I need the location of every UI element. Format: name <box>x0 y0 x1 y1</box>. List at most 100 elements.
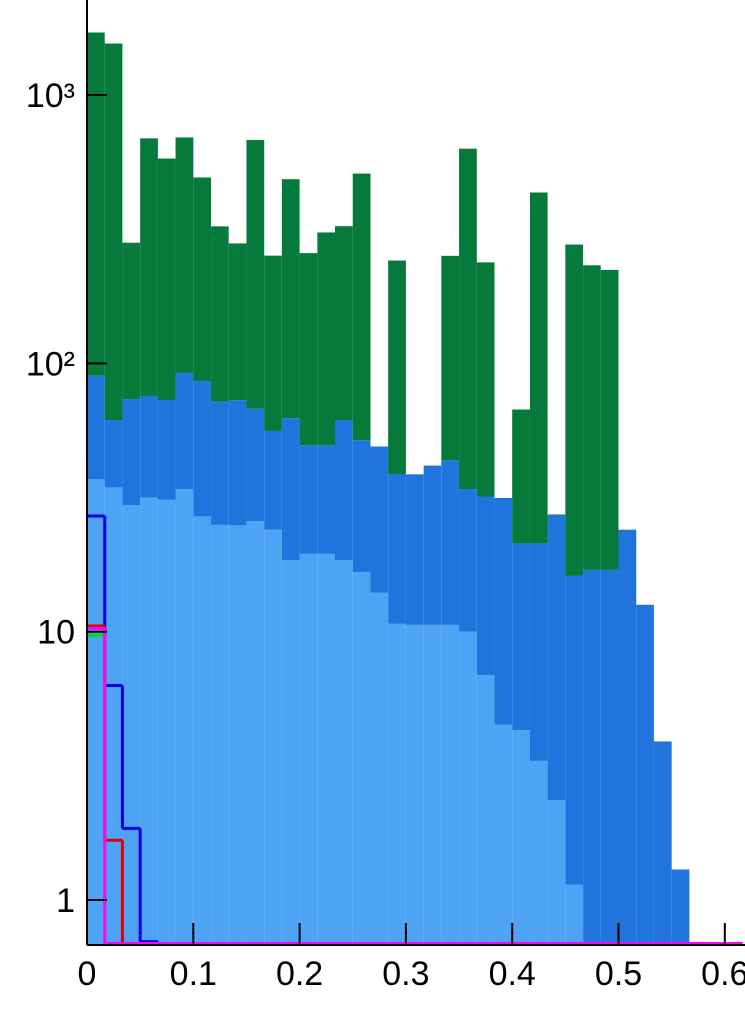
bar-segment <box>317 553 335 945</box>
bar-segment <box>193 177 212 382</box>
bar-segment <box>653 741 672 945</box>
bar-segment <box>87 32 105 376</box>
bar-segment <box>405 624 424 945</box>
bar-segment <box>228 400 247 526</box>
bar-segment <box>600 269 619 570</box>
x-tick-label: 0.6 <box>701 955 745 993</box>
bar-segment <box>281 179 300 419</box>
bar-segment <box>529 760 548 945</box>
bar-segment <box>104 420 123 488</box>
bar-segment <box>547 514 566 800</box>
x-tick-label: 0.5 <box>595 955 642 993</box>
bar-segment <box>476 262 495 497</box>
bar-segment <box>441 624 460 945</box>
bar-segment <box>122 242 141 400</box>
bar-segment <box>140 395 158 498</box>
bar-segment <box>317 232 335 446</box>
bar-segment <box>370 446 389 593</box>
bar-segment <box>140 138 158 396</box>
bar-segment <box>157 400 176 500</box>
bar-segment <box>157 499 176 945</box>
bar-segment <box>494 497 513 725</box>
bar-segment <box>459 489 477 632</box>
bar-segment <box>299 445 318 554</box>
bar-segment <box>175 489 194 945</box>
bar-segment <box>281 418 300 561</box>
bar-segment <box>565 244 584 576</box>
bar-segment <box>405 474 424 625</box>
bar-segment <box>352 440 371 572</box>
bar-segment <box>388 474 406 624</box>
bar-segment <box>565 884 584 945</box>
y-tick-label: 1 <box>56 882 75 920</box>
y-tick-label: 10³ <box>26 77 75 115</box>
bar-segment <box>193 516 212 945</box>
bar-segment <box>529 543 548 761</box>
bar-segment <box>228 525 247 945</box>
bar-segment <box>352 571 371 945</box>
bar-segment <box>175 373 194 490</box>
bar-segment <box>264 529 282 945</box>
bar-segment <box>583 265 601 570</box>
bar-segment <box>476 496 495 675</box>
bar-segment <box>140 497 158 945</box>
bar-segment <box>547 799 566 945</box>
y-tick-label: 10 <box>37 614 75 652</box>
bar-segment <box>246 521 265 945</box>
bar-segment <box>459 148 477 490</box>
bar-segment <box>618 529 637 945</box>
bar-segment <box>264 430 282 530</box>
bar-segment <box>122 505 141 945</box>
bar-segment <box>264 255 282 431</box>
bar-segment <box>459 631 477 945</box>
bar-segment <box>246 408 265 522</box>
x-tick-label: 0.4 <box>489 955 536 993</box>
bar-segment <box>211 401 229 525</box>
bar-segment <box>671 869 690 945</box>
bar-segment <box>423 624 442 945</box>
bar-segment <box>512 730 530 945</box>
x-tick-label: 0 <box>78 955 97 993</box>
bar-segment <box>334 560 353 945</box>
bar-segment <box>193 381 212 517</box>
bar-segment <box>104 487 123 945</box>
bar-segment <box>157 158 176 401</box>
bar-segment <box>636 604 654 945</box>
bar-segment <box>529 192 548 544</box>
bar-segment <box>87 375 105 480</box>
bar-segment <box>122 399 141 506</box>
bar-segment <box>512 543 530 731</box>
bar-segment <box>441 460 460 625</box>
bar-segment <box>494 724 513 945</box>
bar-segment <box>211 226 229 402</box>
bar-segment <box>423 465 442 625</box>
bar-segment <box>583 569 601 945</box>
bar-segment <box>317 445 335 554</box>
bar-segment <box>600 569 619 945</box>
bar-segment <box>441 255 460 461</box>
bar-segment <box>281 560 300 945</box>
bar-segment <box>370 592 389 945</box>
bar-segment <box>476 674 495 945</box>
bar-segment <box>388 260 406 475</box>
bar-segment <box>388 623 406 945</box>
bar-segment <box>565 575 584 885</box>
bar-segment <box>104 43 123 421</box>
bar-segment <box>299 553 318 945</box>
x-tick-label: 0.1 <box>170 955 217 993</box>
y-tick-label: 10² <box>26 345 75 383</box>
bar-segment <box>352 173 371 441</box>
bar-segment <box>512 409 530 544</box>
bar-segment <box>87 479 105 945</box>
x-tick-label: 0.2 <box>276 955 323 993</box>
bar-segment <box>175 137 194 374</box>
bar-segment <box>299 253 318 446</box>
bar-segment <box>334 226 353 421</box>
bar-segment <box>334 420 353 561</box>
x-tick-label: 0.3 <box>382 955 429 993</box>
bar-segment <box>246 140 265 409</box>
bar-segment <box>228 243 247 401</box>
bar-segment <box>211 524 229 945</box>
